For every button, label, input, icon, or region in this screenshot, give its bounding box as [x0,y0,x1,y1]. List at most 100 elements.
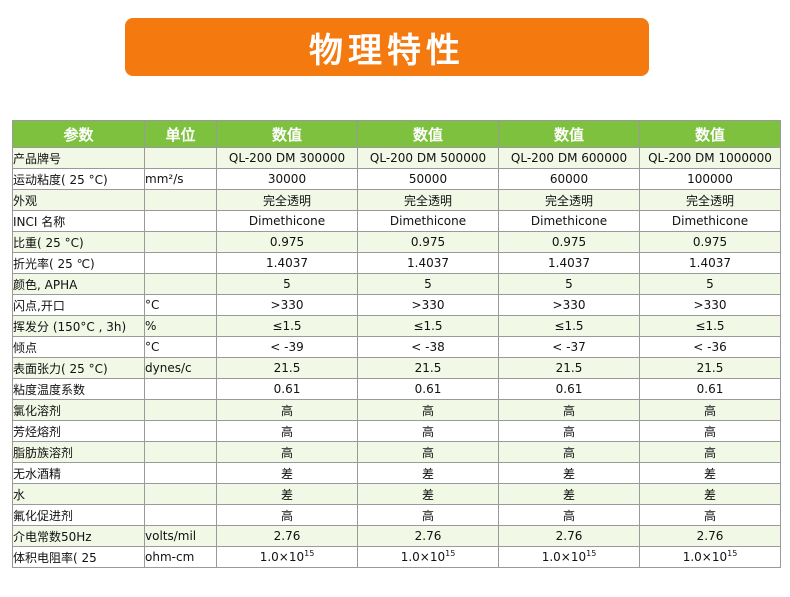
value-text: 21.5 [696,361,724,375]
value-cell: 完全透明 [639,189,781,211]
value-text: 1.4037 [689,256,731,270]
value-text: QL-200 DM 300000 [228,151,346,165]
param-cell: 表面张力( 25 °C) [12,357,145,379]
value-text: 21.5 [555,361,583,375]
value-text: 100000 [687,172,733,186]
table-row: 折光率( 25 ℃) 1.4037 1.4037 1.4037 1.4037 [12,252,781,274]
unit-cell: °C [144,336,217,358]
unit-cell [144,504,217,526]
value-text: 高 [421,403,434,418]
value-cell: 21.5 [216,357,358,379]
value-text: 0.975 [269,235,305,249]
value-text: 高 [421,445,434,460]
value-text: 60000 [549,172,589,186]
value-cell: 高 [357,420,499,442]
param-cell: 介电常数50Hz [12,525,145,547]
value-text: ≤1.5 [554,319,584,333]
value-cell: < -36 [639,336,781,358]
unit-cell: mm²/s [144,168,217,190]
value-text: ≤1.5 [695,319,725,333]
header-value-3: 数值 [498,120,640,148]
value-cell: >330 [498,294,640,316]
value-text: 5 [283,277,291,291]
value-cell: 高 [216,399,358,421]
table-body: 产品牌号 QL-200 DM 300000 QL-200 DM 500000 QL-2… [12,147,781,568]
param-cell: 倾点 [12,336,145,358]
value-text: 差 [280,466,293,481]
value-text: 0.975 [551,235,587,249]
value-cell: 1.4037 [216,252,358,274]
value-text: QL-200 DM 1000000 [648,151,772,165]
table-row: 水差差差差 [12,483,781,505]
value-text: < -37 [552,340,586,354]
table-row: 倾点 °C < -39 < -38 < -37 < -36 [12,336,781,358]
value-cell: 高 [498,504,640,526]
header-value-2: 数值 [357,120,499,148]
value-cell: 5 [357,273,499,295]
value-cell: 高 [498,420,640,442]
value-text: 差 [703,466,716,481]
value-text: 0.61 [696,382,724,396]
unit-cell [144,462,217,484]
value-cell: 1.0×1015 [357,546,499,568]
value-text: >330 [270,298,304,312]
value-text: < -36 [693,340,727,354]
value-cell: 高 [357,504,499,526]
value-text: 差 [703,487,716,502]
param-cell: 氯化溶剂 [12,399,145,421]
value-text: Dimethicone [530,214,608,228]
value-text: 0.61 [414,382,442,396]
unit-cell: dynes/c [144,357,217,379]
unit-cell: °C [144,294,217,316]
value-text: 差 [562,466,575,481]
value-cell: 2.76 [639,525,781,547]
header-unit: 单位 [144,120,217,148]
value-cell: >330 [639,294,781,316]
value-cell: 30000 [216,168,358,190]
value-text: 高 [421,424,434,439]
unit-cell [144,420,217,442]
value-cell: < -39 [216,336,358,358]
unit-cell [144,378,217,400]
value-text: 30000 [267,172,307,186]
value-text: Dimethicone [389,214,467,228]
value-cell: 0.61 [639,378,781,400]
value-text: 0.975 [692,235,728,249]
value-cell: 0.61 [357,378,499,400]
unit-cell [144,399,217,421]
value-cell: 2.76 [498,525,640,547]
value-text: 高 [562,508,575,523]
header-value-4: 数值 [639,120,781,148]
value-cell: ≤1.5 [498,315,640,337]
value-cell: Dimethicone [639,210,781,232]
value-text: 21.5 [273,361,301,375]
value-text: >330 [552,298,586,312]
value-cell: ≤1.5 [216,315,358,337]
value-text: 0.61 [555,382,583,396]
value-cell: 2.76 [216,525,358,547]
value-cell: 差 [357,483,499,505]
param-cell: 无水酒精 [12,462,145,484]
value-cell: 50000 [357,168,499,190]
table-row: 无水酒精 差 差 差 差 [12,462,781,484]
value-cell: 完全透明 [498,189,640,211]
value-cell: 0.975 [216,231,358,253]
value-cell: 0.61 [498,378,640,400]
param-cell: 折光率( 25 ℃) [12,252,145,274]
value-cell: 1.0×1015 [498,546,640,568]
value-text: Dimethicone [248,214,326,228]
value-cell: 1.4037 [639,252,781,274]
value-text: >330 [693,298,727,312]
param-cell: 闪点,开口 [12,294,145,316]
param-cell: INCI 名称 [12,210,145,232]
value-cell: 高 [357,399,499,421]
value-cell: 1.0×1015 [216,546,358,568]
unit-cell: ohm-cm [144,546,217,568]
value-text: 差 [421,487,434,502]
value-cell: 高 [216,420,358,442]
table-row: 表面张力( 25 °C) dynes/c 21.5 21.5 21.5 21.5 [12,357,781,379]
value-cell: 高 [357,441,499,463]
param-cell: 粘度温度系数 [12,378,145,400]
value-text: 高 [562,424,575,439]
value-cell: 差 [216,462,358,484]
